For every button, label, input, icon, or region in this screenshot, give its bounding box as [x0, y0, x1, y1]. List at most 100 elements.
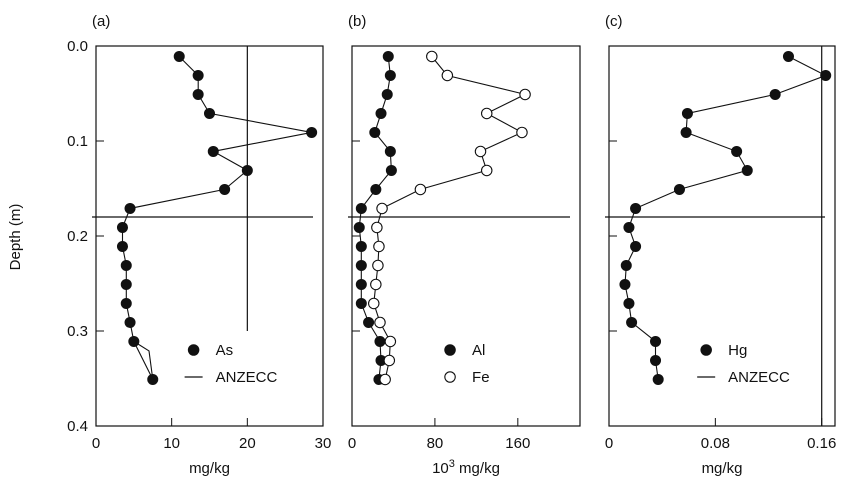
legend-label: ANZECC: [728, 369, 790, 386]
data-point-fe: [474, 145, 487, 158]
data-point-fe: [373, 240, 385, 253]
data-point-fe: [414, 183, 427, 196]
y-tick-label: 0.4: [67, 418, 88, 435]
x-tick-label: 80: [427, 435, 444, 452]
data-point-al: [374, 335, 386, 347]
x-tick-label: 0.08: [701, 435, 730, 452]
x-axis-label-base: 10: [432, 460, 449, 477]
data-point-hg: [652, 373, 664, 385]
series-line-hg: [624, 56, 828, 380]
data-point-hg: [619, 278, 631, 290]
series-line-fe: [373, 56, 527, 380]
plot-frame: [95, 45, 324, 427]
data-point-as: [120, 278, 132, 290]
data-point-hg: [620, 259, 632, 271]
y-tick-label: 0.2: [67, 228, 88, 245]
plot-frame: [351, 45, 581, 427]
y-tick-label: 0.0: [67, 38, 88, 55]
legend-marker: [444, 344, 456, 356]
x-axis-label: mg/kg: [189, 460, 230, 477]
data-point-al: [355, 259, 367, 271]
data-point-as: [116, 221, 128, 233]
x-axis-label: 103 mg/kg: [432, 458, 500, 477]
data-point-fe: [371, 221, 383, 234]
x-tick-label: 20: [239, 435, 256, 452]
x-axis-label: mg/kg: [702, 460, 743, 477]
data-point-hg: [623, 297, 635, 309]
panel-1: (a)0.0 0.1 0.2 0.3 0.40 10 20 30 mg/kg As ANZECC: [67, 13, 331, 477]
data-point-fe: [426, 50, 438, 63]
data-point-al: [355, 278, 367, 290]
data-point-as: [147, 373, 159, 385]
plot-frame: [608, 45, 836, 427]
x-tick-label: 0: [348, 435, 356, 452]
data-point-hg: [820, 69, 832, 81]
legend-label: ANZECC: [216, 369, 278, 386]
data-point-al: [375, 107, 387, 119]
data-point-al: [382, 50, 394, 62]
data-point-hg: [769, 88, 781, 100]
legend-label: Al: [472, 342, 485, 359]
legend-label: Hg: [728, 342, 747, 359]
panel-label: (b): [348, 13, 366, 30]
x-axis-label-unit: mg/kg: [455, 460, 500, 477]
data-point-hg: [731, 145, 743, 157]
data-point-fe: [480, 164, 493, 177]
x-tick-label: 0: [92, 435, 100, 452]
data-point-al: [355, 297, 367, 309]
data-point-al: [363, 316, 375, 328]
data-point-hg: [650, 335, 662, 347]
data-point-as: [128, 335, 140, 347]
data-point-fe: [374, 316, 386, 329]
data-point-as: [306, 126, 318, 138]
data-point-fe: [372, 259, 384, 272]
legend-marker: [444, 371, 456, 383]
x-tick-label: 0.16: [807, 435, 836, 452]
data-point-fe: [376, 202, 388, 215]
y-tick-label: 0.1: [67, 133, 88, 150]
legend-label: As: [216, 342, 234, 359]
data-point-as: [207, 145, 219, 157]
data-point-al: [355, 202, 367, 214]
data-point-al: [355, 240, 367, 252]
panel-label: (a): [92, 13, 110, 30]
panels: (a)0.00.10.20.30.40 10 20 30mg/kgAsANZECC(b…: [67, 13, 836, 477]
panel-3: (c) 0 0.08 0.16 mg/kg Hg ANZECC: [605, 13, 836, 477]
data-point-fe: [516, 126, 528, 139]
x-tick-label: 160: [505, 435, 530, 452]
data-point-fe: [441, 69, 454, 82]
x-tick-label: 0: [605, 435, 613, 452]
legend-marker: [187, 344, 200, 356]
data-point-al: [385, 164, 397, 176]
data-point-as: [192, 88, 204, 100]
data-point-hg: [681, 107, 693, 119]
series-line-as: [121, 56, 312, 380]
data-point-hg: [680, 126, 692, 138]
data-point-fe: [379, 373, 391, 386]
data-point-as: [124, 202, 136, 214]
legend-label: Fe: [472, 369, 490, 386]
data-point-fe: [383, 354, 396, 367]
panel-2: (b) 0 80 160 103 mg/kg Al Fe: [348, 13, 581, 477]
data-point-as: [120, 297, 132, 309]
data-point-hg: [623, 221, 635, 233]
x-tick-label: 30: [315, 435, 332, 452]
series-line-al: [358, 56, 392, 380]
legend-marker: [700, 344, 712, 356]
data-point-as: [124, 316, 136, 328]
y-tick-label: 0.3: [67, 323, 88, 340]
data-point-as: [219, 183, 231, 195]
data-point-al: [370, 183, 382, 195]
data-point-al: [381, 88, 393, 100]
data-point-as: [204, 107, 216, 119]
data-point-as: [116, 240, 128, 252]
panel-label: (c): [605, 13, 623, 30]
y-axis-label: Depth (m): [7, 204, 24, 271]
data-point-hg: [741, 164, 753, 176]
data-point-hg: [782, 50, 794, 62]
data-point-fe: [368, 297, 380, 310]
data-point-hg: [630, 202, 642, 214]
data-point-hg: [626, 316, 638, 328]
data-point-as: [120, 259, 132, 271]
